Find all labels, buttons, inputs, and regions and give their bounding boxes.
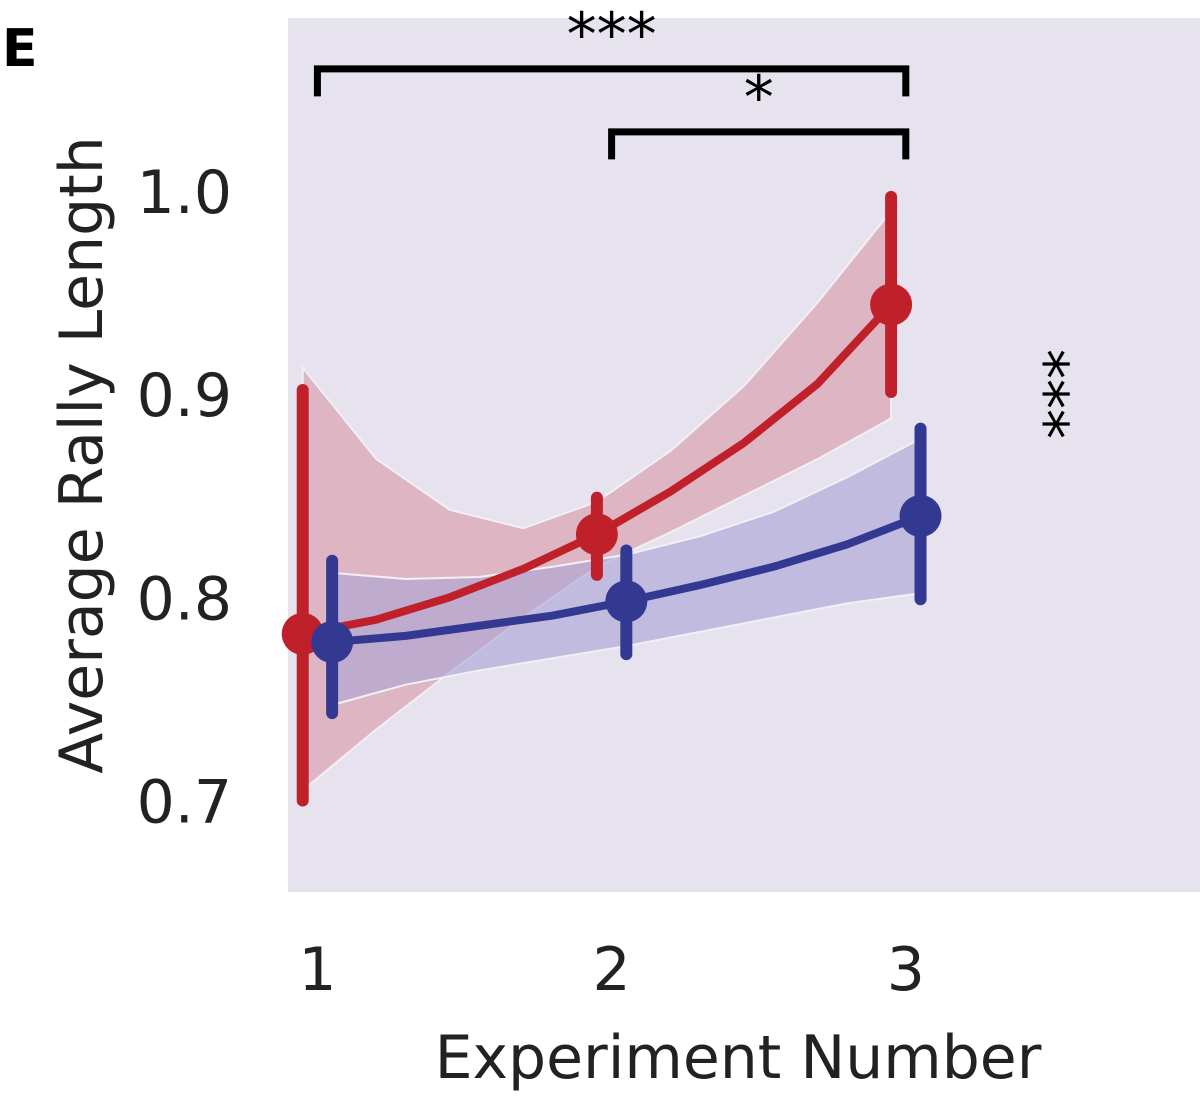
side-significance-label: *** [1010,349,1080,439]
y-tick-labels: 0.7 0.8 0.9 1.0 [137,158,232,838]
significance-label-1: *** [567,0,657,70]
y-tick-label: 1.0 [137,158,232,228]
x-tick-label: 2 [593,935,631,1005]
significance-annotations: ******* [313,0,1080,439]
y-tick-label: 0.9 [137,361,232,431]
y-tick-label: 0.7 [137,768,232,838]
x-tick-label: 3 [887,935,925,1005]
data-point-2-1 [311,620,354,663]
significance-label-2: * [744,63,774,133]
y-axis-label: Average Rally Length [47,136,117,773]
data-point-2-3 [899,494,942,537]
significance-bracket-2 [608,128,910,160]
data-point-1-3 [870,283,913,326]
data-points [281,283,942,663]
x-tick-label: 1 [298,935,336,1005]
x-tick-labels: 1 2 3 [298,935,925,1005]
panel-label: E [2,19,38,79]
data-point-2-2 [605,580,648,623]
y-tick-label: 0.8 [137,564,232,634]
x-axis-label: Experiment Number [435,1023,1042,1093]
significance-bracket-1 [313,65,910,97]
data-point-1-2 [575,513,618,556]
